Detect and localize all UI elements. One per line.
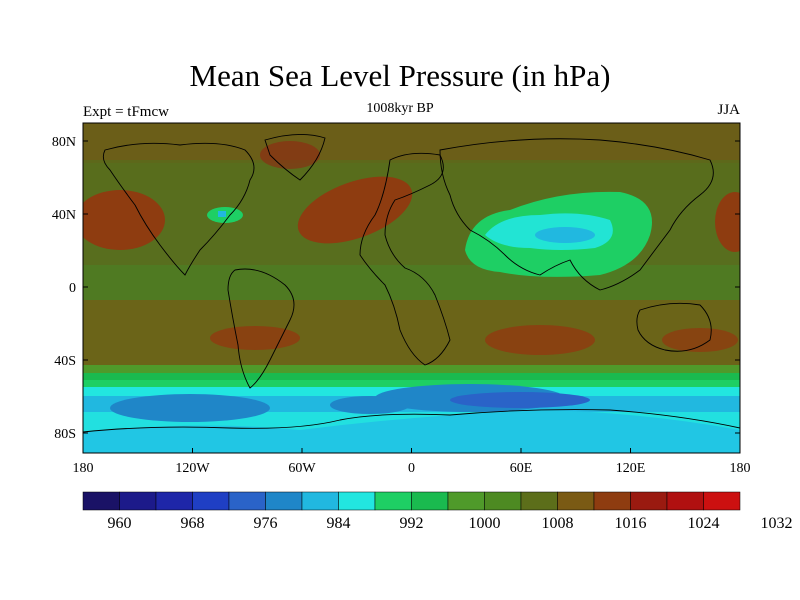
chart-title: Mean Sea Level Pressure (in hPa)	[189, 58, 611, 93]
lon-label: 0	[408, 461, 415, 476]
colorbar-label: 1000	[469, 515, 501, 532]
coast-africa-europe	[359, 152, 451, 366]
colorbar-label: 1024	[688, 515, 720, 532]
high-greenland	[260, 141, 320, 169]
southern-subtropical-band	[83, 300, 740, 365]
high-north-pacific	[83, 190, 165, 250]
coast-australia	[636, 302, 712, 352]
lat-label: 80S	[54, 427, 76, 442]
colorbar-label: 1032	[761, 515, 793, 532]
lon-label: 60E	[510, 461, 533, 476]
high-north-pacific-east	[715, 192, 740, 252]
colorbar-swatch	[520, 491, 558, 511]
lat-label: 40N	[52, 208, 76, 223]
season-label: JJA	[717, 102, 740, 118]
band-1004	[83, 380, 740, 388]
colorbar-swatch	[338, 491, 376, 511]
colorbar-swatch	[192, 491, 230, 511]
lat-ticks	[83, 140, 740, 434]
colorbar-label: 968	[181, 515, 205, 532]
colorbar-swatch	[557, 491, 595, 511]
coast-asia	[439, 138, 714, 291]
colorbar-label: 1016	[615, 515, 647, 532]
coast-antarctica	[83, 409, 740, 433]
low-north-atlantic-core	[218, 211, 226, 217]
colorbar-swatch	[593, 491, 631, 511]
lon-label: 120W	[175, 461, 210, 476]
lon-label: 180	[730, 461, 751, 476]
low-indian-inner	[450, 392, 590, 408]
colorbar-swatch	[301, 491, 339, 511]
lon-labels: 180 120W 60W 0 60E 120E 180	[73, 461, 751, 476]
colorbar-swatch	[374, 491, 412, 511]
lat-label: 80N	[52, 135, 76, 150]
colorbar-swatch	[265, 491, 303, 511]
colorbar-swatch	[228, 491, 266, 511]
colorbar-swatch	[82, 491, 120, 511]
colorbar-swatch	[666, 491, 704, 511]
high-south-indian	[485, 325, 595, 355]
colorbar-swatch	[630, 491, 668, 511]
coast-south-america	[227, 268, 295, 389]
lon-label: 180	[73, 461, 94, 476]
colorbar-swatch	[484, 491, 522, 511]
lat-label: 0	[69, 281, 76, 296]
coastlines	[83, 134, 740, 433]
colorbar-label: 960	[108, 515, 132, 532]
colorbar-swatch	[411, 491, 449, 511]
pressure-field	[83, 123, 740, 453]
colorbar-swatch	[703, 491, 741, 511]
colorbar-swatch	[119, 491, 157, 511]
coast-greenland	[264, 134, 326, 181]
lon-label: 60W	[288, 461, 316, 476]
low-atlantic	[330, 396, 410, 414]
antarctic-plateau	[83, 410, 740, 453]
colorbar-swatch	[155, 491, 193, 511]
lat-labels: 80N 40N 0 40S 80S	[52, 135, 76, 442]
colorbar-label: 992	[400, 515, 424, 532]
experiment-label: Expt = tFmcw	[83, 104, 169, 120]
colorbar	[82, 491, 741, 511]
coast-north-america	[102, 142, 255, 276]
low-pacific	[110, 394, 270, 422]
chart-subtitle: 1008kyr BP	[366, 101, 434, 116]
colorbar-label: 1008	[542, 515, 574, 532]
colorbar-labels: 960968976984992100010081016102410321040	[108, 515, 793, 532]
high-south-atlantic-west	[210, 326, 300, 350]
colorbar-label: 984	[327, 515, 351, 532]
colorbar-swatch	[447, 491, 485, 511]
subarctic-band	[83, 160, 740, 190]
lon-label: 120E	[616, 461, 646, 476]
band-1008	[83, 373, 740, 381]
monsoon-low-center	[535, 227, 595, 243]
lat-label: 40S	[54, 354, 76, 369]
colorbar-label: 976	[254, 515, 278, 532]
lon-ticks	[82, 448, 741, 453]
arctic-band	[83, 123, 740, 163]
high-south-pacific	[662, 328, 738, 352]
